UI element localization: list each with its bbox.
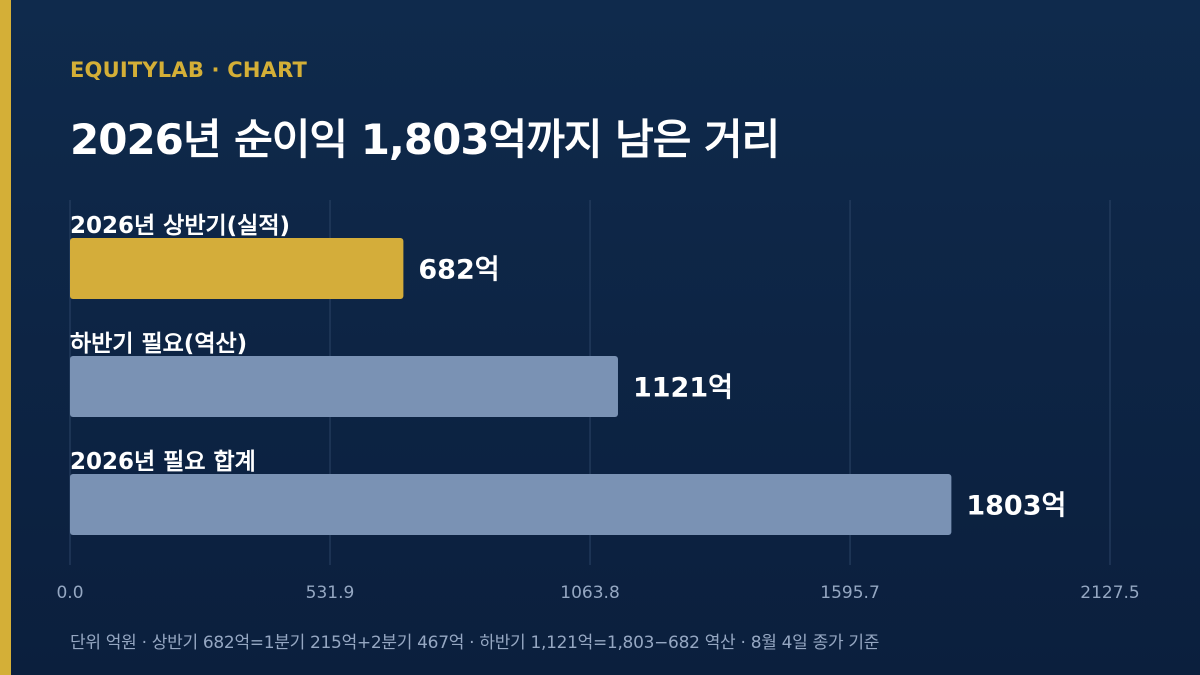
brand-label: EQUITYLAB · CHART <box>70 58 308 82</box>
footnote: 단위 억원 · 상반기 682억=1분기 215억+2분기 467억 · 하반기… <box>70 633 880 653</box>
value-label: 1121억 <box>633 373 733 404</box>
category-label: 하반기 필요(역산) <box>70 331 247 357</box>
bar <box>70 238 404 299</box>
category-label: 2026년 상반기(실적) <box>70 213 290 239</box>
value-label: 682억 <box>418 255 499 286</box>
chart-title: 2026년 순이익 1,803억까지 남은 거리 <box>70 115 780 164</box>
x-tick-label: 0.0 <box>56 583 83 603</box>
x-tick-label: 2127.5 <box>1080 583 1139 603</box>
x-axis-ticks: 0.0 531.9 1063.8 1595.7 2127.5 <box>56 583 1139 603</box>
x-tick-label: 1595.7 <box>820 583 879 603</box>
accent-bar <box>0 0 11 675</box>
x-tick-label: 531.9 <box>306 583 355 603</box>
value-label: 1803억 <box>966 491 1066 522</box>
bar <box>70 474 952 535</box>
x-tick-label: 1063.8 <box>560 583 619 603</box>
bar <box>70 356 618 417</box>
category-label: 2026년 필요 합계 <box>70 449 256 475</box>
